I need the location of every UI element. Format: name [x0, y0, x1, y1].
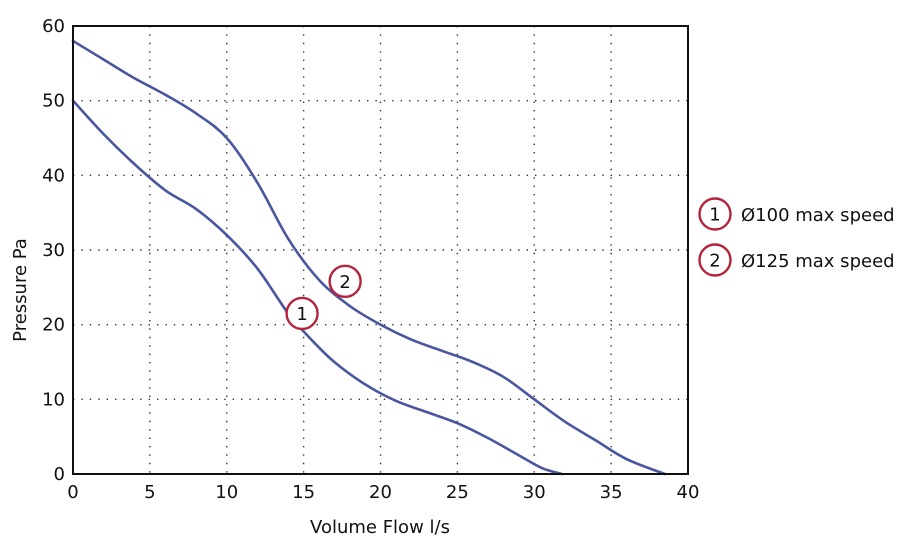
series-marker-1: 1	[285, 296, 319, 331]
series-curves	[71, 39, 667, 476]
series-marker-circle	[328, 264, 362, 299]
x-tick-label: 35	[600, 482, 623, 503]
y-tick-label: 30	[42, 240, 65, 261]
y-tick-labels: 0 10 20 30 40 50 60	[42, 16, 65, 485]
y-tick-label: 40	[42, 165, 65, 186]
x-tick-label: 5	[144, 482, 155, 503]
x-tick-label: 40	[677, 482, 700, 503]
legend-entry-1: 1 Ø100 max speed	[698, 197, 895, 231]
legend-marker-circle	[698, 197, 732, 231]
x-tick-label: 10	[215, 482, 238, 503]
x-tick-label: 30	[523, 482, 546, 503]
legend-label: Ø100 max speed	[741, 205, 895, 226]
legend-label: Ø125 max speed	[741, 251, 895, 272]
y-tick-label: 10	[42, 389, 65, 410]
y-axis-label: Pressure Pa	[10, 238, 31, 342]
series-marker-circle	[285, 296, 319, 331]
y-tick-label: 0	[54, 464, 65, 485]
legend: 1 Ø100 max speed 2 Ø125 max speed	[698, 197, 895, 277]
legend-marker-label: 2	[709, 251, 720, 272]
grid-lines	[73, 26, 688, 474]
series-line-2	[71, 39, 667, 476]
y-tick-label: 20	[42, 315, 65, 336]
legend-entry-2: 2 Ø125 max speed	[698, 243, 895, 277]
x-tick-label: 15	[292, 482, 315, 503]
plot-frame	[72, 25, 689, 475]
series-line-1	[71, 99, 564, 476]
x-tick-label: 20	[369, 482, 392, 503]
series-markers: 12	[285, 264, 362, 331]
legend-marker-label: 1	[709, 205, 720, 226]
y-tick-label: 60	[42, 16, 65, 37]
legend-marker-circle	[698, 243, 732, 277]
x-tick-labels: 0 5 10 15 20 25 30 35 40	[67, 482, 699, 503]
y-tick-label: 50	[42, 91, 65, 112]
series-marker-label: 1	[296, 304, 307, 325]
x-tick-label: 25	[446, 482, 469, 503]
series-marker-label: 2	[339, 272, 350, 293]
x-tick-label: 0	[67, 482, 78, 503]
series-marker-2: 2	[328, 264, 362, 299]
x-axis-label: Volume Flow l/s	[310, 517, 450, 538]
